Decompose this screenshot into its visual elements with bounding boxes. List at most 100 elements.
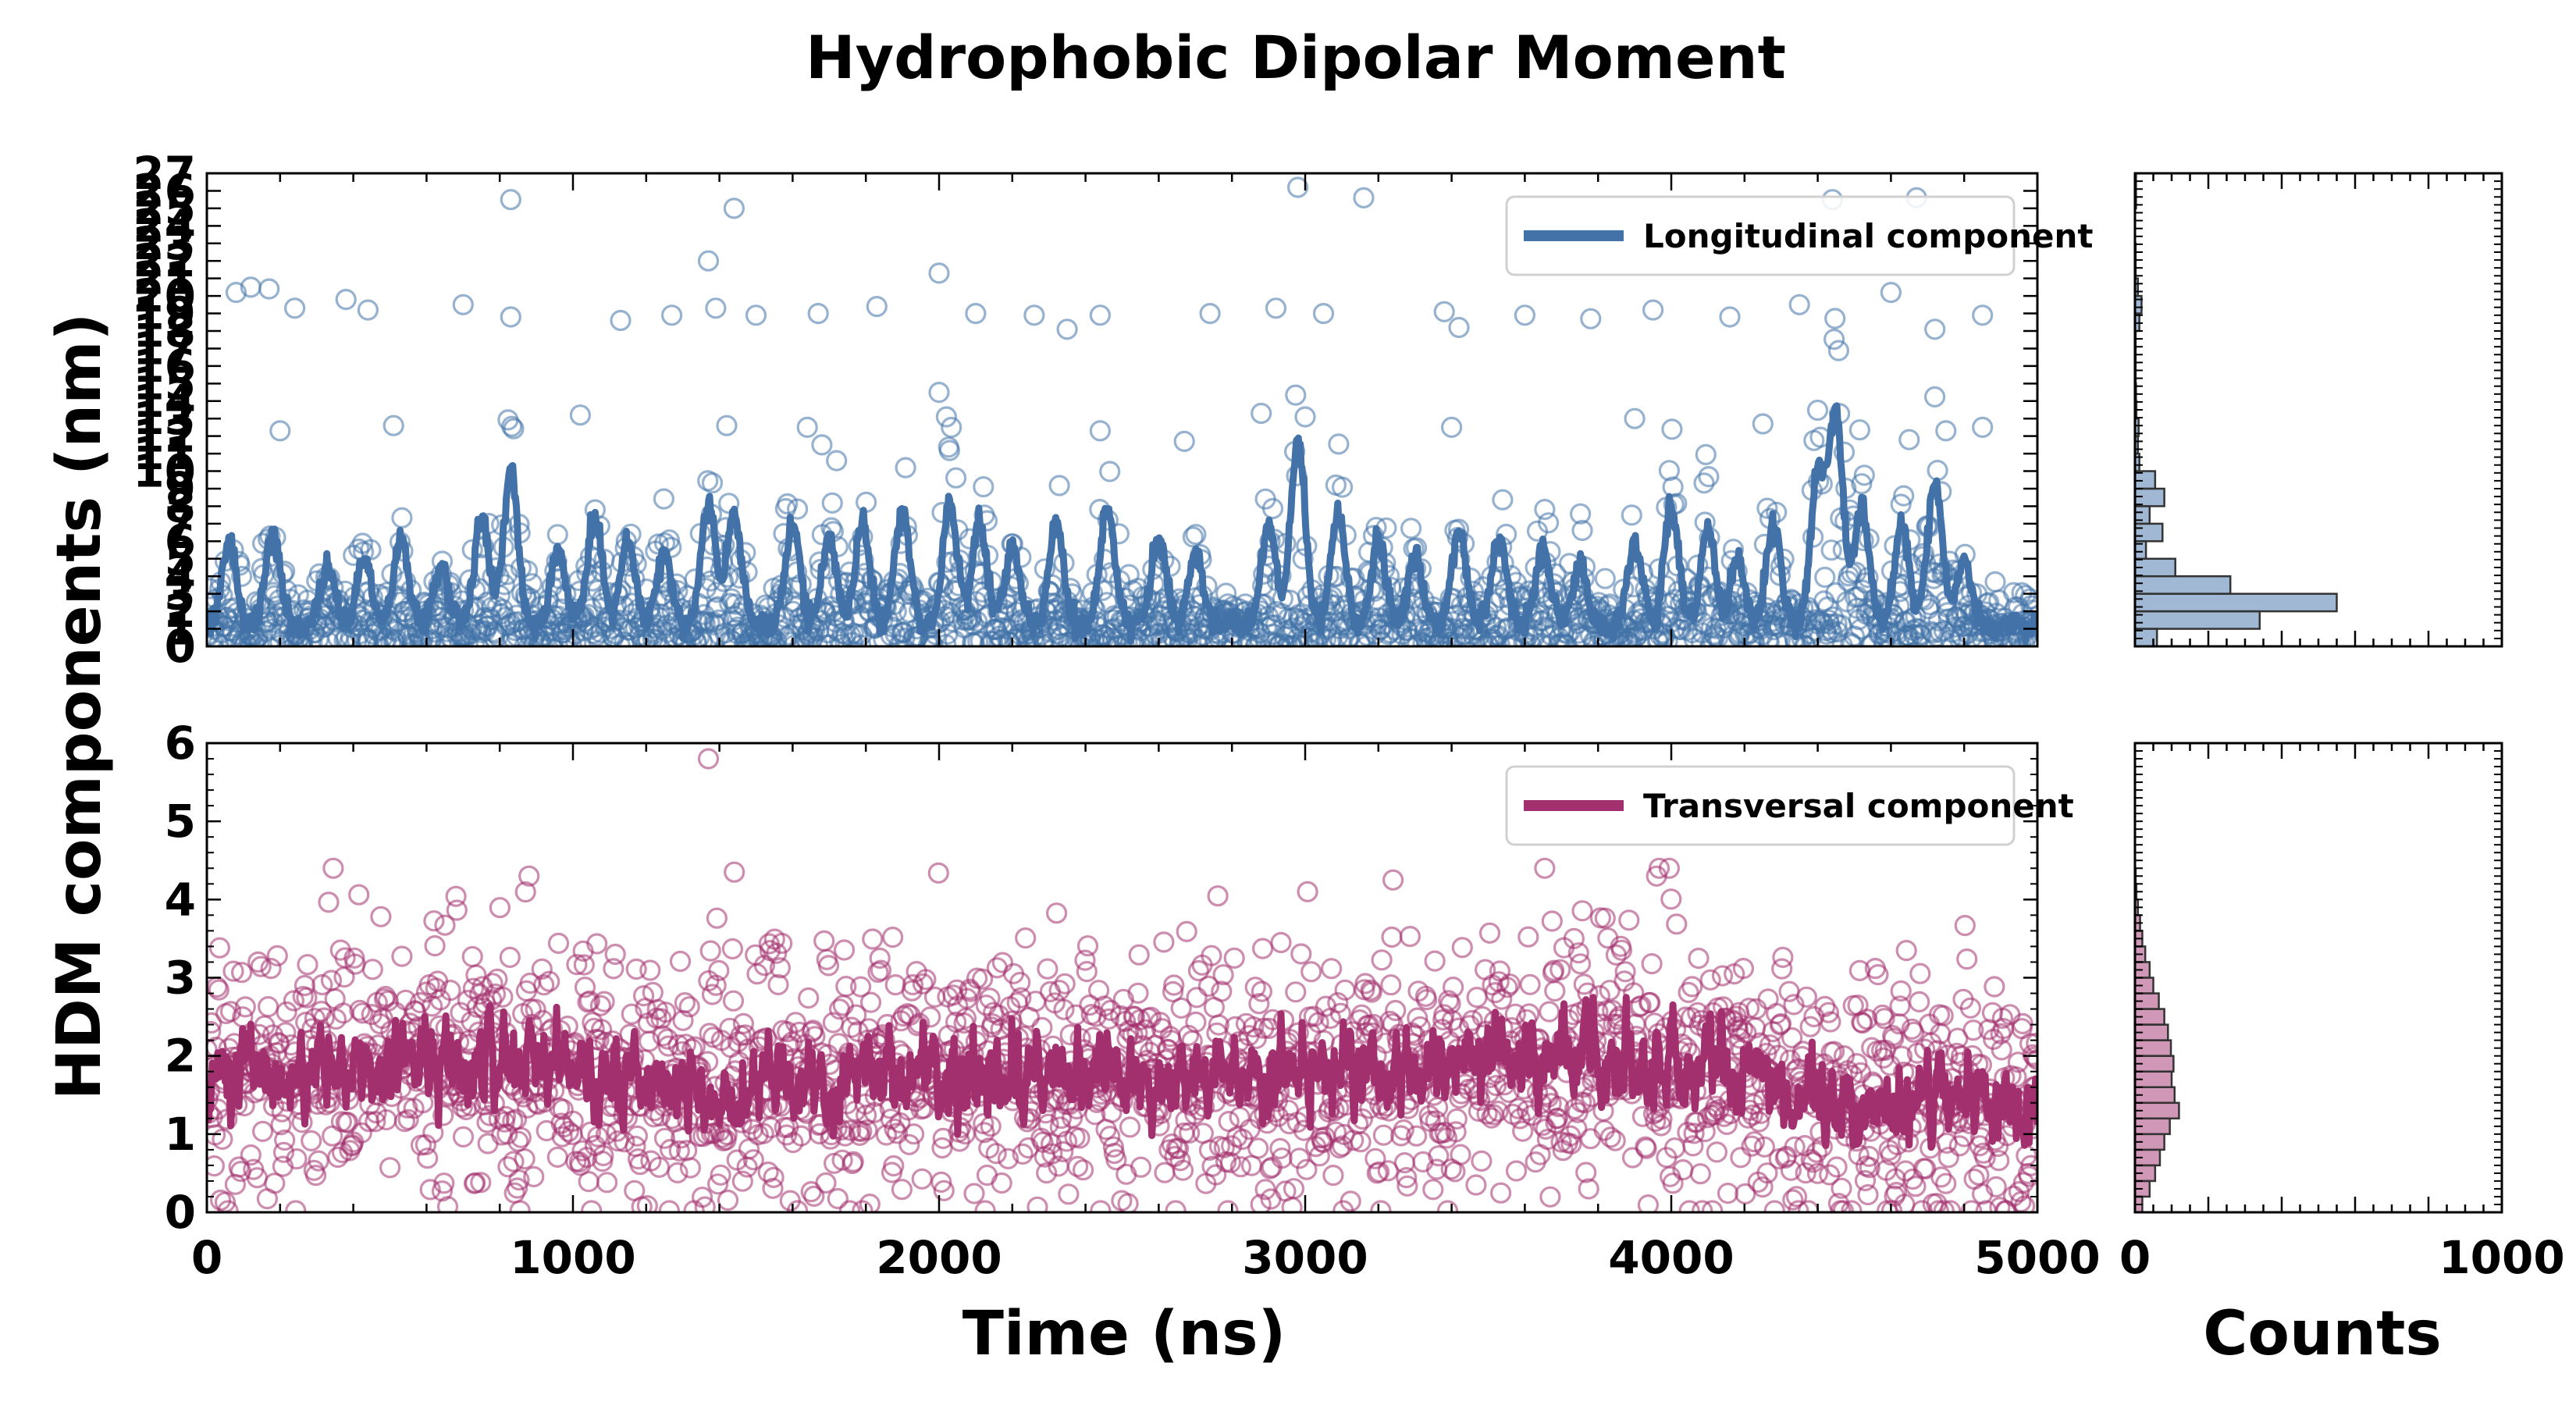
scatter-point <box>1757 988 1779 1010</box>
scatter-point <box>1037 958 1059 980</box>
scatter-point <box>777 493 799 515</box>
y-tick-label: 2 <box>165 1030 196 1083</box>
scatter-point <box>798 987 820 1009</box>
scatter-point <box>881 926 904 948</box>
scatter-point <box>1824 308 1846 329</box>
histogram-bar <box>2133 610 2261 630</box>
scatter-point <box>721 938 744 960</box>
histogram-bar <box>2133 505 2151 525</box>
x-tick-label: 3000 <box>1242 1231 1368 1284</box>
x-axis-label: Time (ns) <box>962 1299 1286 1369</box>
scatter-point <box>1223 947 1245 970</box>
scatter-point <box>891 1179 913 1201</box>
scatter-outlier-point <box>1089 420 1112 442</box>
scatter-point <box>1621 1147 1644 1169</box>
scatter-point <box>1015 927 1037 949</box>
scatter-outlier-point <box>500 189 521 211</box>
scatter-outlier-point <box>610 309 632 332</box>
scatter-point <box>516 560 539 582</box>
scatter-point <box>360 539 382 560</box>
scatter-point <box>898 1133 920 1155</box>
scatter-point <box>1380 974 1402 996</box>
scatter-point <box>1026 1196 1048 1212</box>
scatter-point <box>1698 465 1720 488</box>
x-tick-label: 1000 <box>510 1231 635 1284</box>
scatter-point <box>546 1146 568 1169</box>
scatter-point <box>1924 386 1946 407</box>
scatter-outlier-point <box>1353 187 1375 208</box>
scatter-point <box>1689 1163 1711 1185</box>
scatter-point <box>974 1200 996 1212</box>
scatter-point <box>258 995 279 1018</box>
scatter-point <box>1281 1197 1303 1212</box>
scatter-outlier-point <box>1312 303 1335 325</box>
scatter-outlier-point <box>1880 282 1902 304</box>
scatter-point <box>973 475 994 498</box>
scatter-point <box>1165 1200 1187 1212</box>
scatter-outlier-point <box>965 303 987 325</box>
histogram-bar <box>2133 487 2165 507</box>
scatter-point <box>1848 419 1870 441</box>
scatter-outlier-point <box>382 415 404 436</box>
scatter-point <box>1579 1128 1602 1150</box>
scatter-point <box>1058 1183 1080 1205</box>
scatter-point <box>1681 976 1703 998</box>
scatter-outlier-point <box>1580 308 1602 329</box>
scatter-outlier-point <box>500 306 521 328</box>
scatter-point <box>446 899 468 921</box>
scatter-point <box>318 891 340 913</box>
histogram-frame <box>2133 742 2503 1214</box>
scatter-outlier-point <box>1972 304 1994 326</box>
scatter-point <box>938 439 961 461</box>
scatter-point <box>1930 1166 1952 1188</box>
scatter-point <box>489 897 511 919</box>
scatter-point <box>1541 910 1563 932</box>
scatter-point <box>391 945 413 967</box>
scatter-point <box>1099 461 1121 482</box>
scatter-point <box>1176 920 1197 943</box>
scatter-point <box>1594 568 1616 589</box>
histogram-bar <box>2133 522 2164 543</box>
scatter-point <box>1618 909 1640 931</box>
scatter-point <box>1424 950 1446 972</box>
scatter-point <box>1446 1108 1468 1130</box>
scatter-outlier-point <box>935 406 958 428</box>
scatter-point <box>457 634 479 646</box>
scatter-point <box>1867 963 1889 986</box>
scatter-point <box>1478 922 1501 944</box>
scatter-point <box>1466 986 1488 1009</box>
scatter-point <box>639 959 661 981</box>
scatter-point <box>838 561 861 583</box>
x-tick-label: 2000 <box>876 1231 1002 1284</box>
scatter-point <box>1186 987 1208 1009</box>
scatter-outlier-point <box>660 304 683 326</box>
scatter-point <box>827 1187 849 1210</box>
scatter-outlier-point <box>1089 304 1112 326</box>
scatter-point <box>1517 926 1539 948</box>
scatter-point <box>1371 949 1393 971</box>
scatter-point <box>1688 947 1710 970</box>
scatter-point <box>604 943 626 966</box>
histogram-bar <box>2133 470 2157 490</box>
scatter-outlier-point <box>284 297 306 319</box>
scatter-point <box>297 954 318 976</box>
scatter-point <box>1851 473 1873 495</box>
scatter-point <box>1048 475 1070 496</box>
scatter-point <box>1285 384 1307 406</box>
plot-layer: 0123456789101112131415161718192021222324… <box>133 147 2564 1284</box>
y-tick-label: 0 <box>165 1186 196 1239</box>
panel-transversal: 0 1000 2000 3000 4000 5000 0 1 2 3 4 5 6 Transversal … <box>165 717 2101 1284</box>
scatter-point <box>1320 958 1343 980</box>
scatter-point <box>391 507 413 529</box>
x-tick-label: 4000 <box>1608 1231 1734 1284</box>
scatter-point <box>1489 1182 1512 1204</box>
histogram-transversal: 0 1000 <box>2119 742 2565 1284</box>
histogram-bar <box>2133 592 2338 613</box>
scatter-longitudinal <box>207 176 2037 646</box>
scatter-point <box>991 952 1014 973</box>
scatter-outlier-point <box>1440 416 1463 439</box>
scatter-point <box>1735 1183 1756 1205</box>
scatter-outlier-point <box>1382 869 1404 891</box>
scatter-point <box>1385 999 1407 1022</box>
scatter-point <box>1072 1159 1094 1181</box>
